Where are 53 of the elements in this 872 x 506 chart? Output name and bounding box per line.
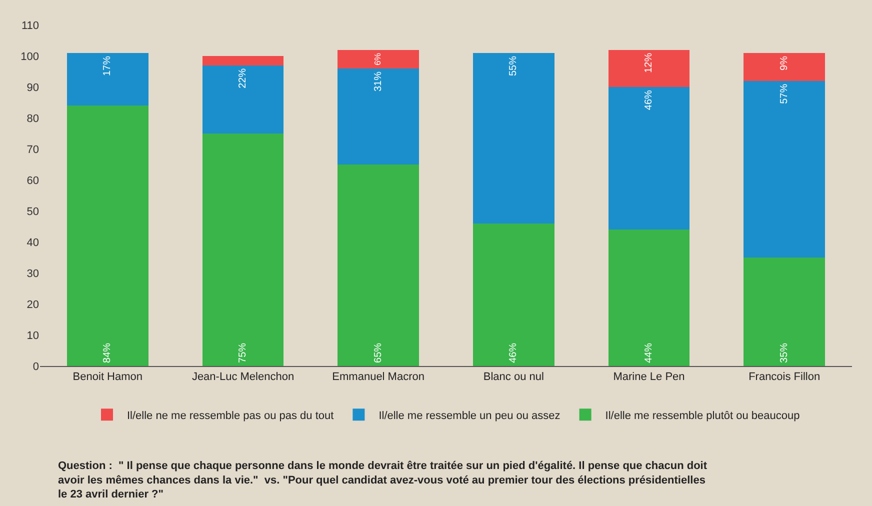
y-tick-label: 40: [26, 236, 39, 249]
data-label: 22%: [238, 68, 248, 88]
y-tick-label: 60: [26, 174, 39, 187]
bar: [338, 68, 419, 164]
y-tick-label: 110: [21, 20, 39, 32]
x-tick-label: Benoit Hamon: [72, 371, 143, 384]
data-label: 44%: [644, 342, 654, 363]
legend-label: Il/elle me ressemble un peu ou assez: [378, 410, 560, 422]
y-tick-label: 100: [20, 50, 39, 63]
bar: [744, 52, 825, 81]
data-label: 55%: [508, 56, 520, 76]
y-tick-label: 80: [26, 112, 39, 125]
y-tick-label: 0: [32, 360, 39, 373]
y-tick-label: 70: [26, 144, 39, 156]
data-label: 84%: [102, 342, 114, 363]
data-label: 46%: [644, 90, 654, 110]
y-tick-label: 90: [26, 82, 39, 94]
y-tick-label: 30: [26, 268, 39, 280]
bar: [202, 65, 284, 134]
data-label: 12%: [644, 52, 654, 73]
x-tick-label: Blanc ou nul: [483, 371, 544, 384]
data-label: 35%: [778, 342, 790, 363]
x-tick-label: Jean-Luc Melenchon: [192, 371, 294, 384]
bar: [608, 87, 690, 230]
text: Question : " Il pense que chaque personne dans le monde devrait être traitée sur un pied d'égalité. Il pense que chacun doit avoir les mêmes chances dans la vie." vs. "Pour quel candidat avez-vous voté au premier tour des élections présidentielles le 23 avril dernier ?": [58, 460, 708, 501]
bar: [67, 106, 148, 366]
bar: [744, 258, 825, 366]
data-label: 31%: [372, 71, 384, 92]
bar: [473, 52, 554, 224]
bar: [202, 134, 284, 366]
bar: [744, 80, 825, 258]
legend-label: Il/elle ne me ressemble pas ou pas du tout: [127, 410, 334, 422]
data-label: 6%: [372, 52, 382, 66]
data-label: 57%: [778, 84, 790, 104]
bar: [473, 223, 554, 366]
bar: [608, 50, 690, 87]
data-label: 46%: [508, 342, 520, 363]
y-tick-label: 20: [26, 298, 39, 311]
x-tick-label: Francois Fillon: [748, 371, 820, 384]
y-tick-label: 10: [26, 330, 39, 342]
x-tick-label: Marine Le Pen: [613, 371, 685, 384]
bar: [608, 230, 690, 366]
y-tick-label: 50: [26, 206, 39, 218]
bar: [67, 52, 148, 106]
data-label: 75%: [238, 342, 248, 363]
data-label: 9%: [778, 56, 790, 70]
legend-label: Il/elle me ressemble plutôt ou beaucoup: [605, 410, 800, 422]
data-label: 17%: [102, 56, 114, 76]
data-label: 65%: [372, 342, 384, 363]
bar: [202, 56, 284, 66]
x-tick-label: Emmanuel Macron: [332, 371, 424, 384]
bar: [338, 50, 419, 68]
bar: [338, 164, 419, 366]
